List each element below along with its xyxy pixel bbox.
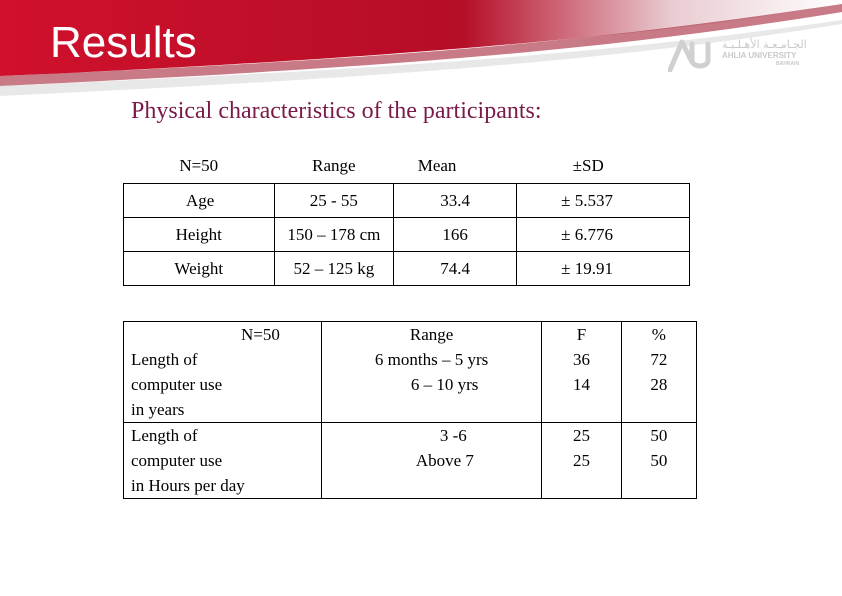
header-n: N=50 bbox=[179, 156, 219, 175]
logo-arabic-text: الجـامـعـة الأهـلـيـة bbox=[722, 38, 807, 51]
range-value: Above 7 bbox=[415, 451, 474, 470]
header-range: Range bbox=[312, 156, 356, 175]
row-label: Height bbox=[123, 217, 275, 252]
computer-use-label-cell: N=50 Length of computer use in years bbox=[123, 321, 322, 423]
frequency-cell: 25 25 bbox=[541, 422, 622, 499]
computer-use-label-cell: Length of computer use in Hours per day bbox=[123, 422, 322, 499]
table-row: N=50 Length of computer use in years Ran… bbox=[123, 321, 698, 423]
row-range: 150 – 178 cm bbox=[273, 217, 395, 252]
header-banner bbox=[0, 0, 842, 96]
table-row: Weight 52 – 125 kg 74.4 ± 19.91 bbox=[123, 251, 690, 286]
row-label-line: in Hours per day bbox=[131, 476, 245, 495]
f-value: 25 bbox=[573, 451, 590, 470]
header-mean: Mean bbox=[417, 156, 457, 175]
pct-value: 72 bbox=[650, 350, 668, 369]
header-n: N=50 bbox=[241, 325, 280, 344]
range-cell: Range 6 months – 5 yrs 6 – 10 yrs bbox=[320, 321, 543, 423]
range-value: 3 -6 bbox=[439, 426, 467, 445]
row-label-line: computer use bbox=[131, 451, 223, 470]
row-label-line: in years bbox=[131, 400, 185, 419]
row-label-line: computer use bbox=[131, 375, 223, 394]
row-sd: ± 5.537 bbox=[516, 183, 690, 218]
header-f: F bbox=[576, 325, 587, 344]
university-logo: الجـامـعـة الأهـلـيـة AHLIA UNIVERSITY B… bbox=[668, 38, 808, 74]
pct-value: 28 bbox=[650, 375, 668, 394]
logo-icon bbox=[668, 39, 711, 72]
table-row: Length of computer use in Hours per day … bbox=[123, 422, 698, 499]
header-percent: % bbox=[651, 325, 666, 344]
row-label: Weight bbox=[123, 251, 275, 286]
range-cell: 3 -6 Above 7 bbox=[320, 422, 543, 499]
physical-characteristics-table: N=50 Range Mean ±SD Age 25 - 55 33.4 ± 5… bbox=[123, 149, 690, 286]
range-value: 6 – 10 yrs bbox=[410, 375, 479, 394]
table-header-row: N=50 Range Mean ±SD bbox=[124, 149, 690, 184]
row-mean: 166 bbox=[393, 217, 518, 252]
row-mean: 74.4 bbox=[393, 251, 518, 286]
row-range: 52 – 125 kg bbox=[273, 251, 395, 286]
logo-english-text: AHLIA UNIVERSITY bbox=[722, 51, 797, 60]
page-title: Results bbox=[50, 18, 197, 67]
pct-value: 50 bbox=[650, 426, 668, 445]
frequency-cell: F 36 14 bbox=[541, 321, 622, 423]
header-range: Range bbox=[409, 325, 454, 344]
pct-value: 50 bbox=[650, 451, 668, 470]
computer-use-table: N=50 Length of computer use in years Ran… bbox=[123, 321, 698, 499]
range-value: 6 months – 5 yrs bbox=[374, 350, 489, 369]
row-sd: ± 6.776 bbox=[516, 217, 690, 252]
row-label: Age bbox=[123, 183, 275, 218]
row-range: 25 - 55 bbox=[273, 183, 395, 218]
percent-cell: 50 50 bbox=[620, 422, 698, 499]
table-row: Age 25 - 55 33.4 ± 5.537 bbox=[123, 183, 690, 218]
logo-location-text: BAHRAIN bbox=[776, 61, 800, 67]
section-subtitle: Physical characteristics of the particip… bbox=[131, 98, 542, 124]
percent-cell: % 72 28 bbox=[620, 321, 698, 423]
table-row: Height 150 – 178 cm 166 ± 6.776 bbox=[123, 217, 690, 252]
f-value: 14 bbox=[573, 375, 590, 394]
row-label-line: Length of bbox=[131, 350, 198, 369]
header-sd: ±SD bbox=[572, 156, 604, 175]
f-value: 25 bbox=[573, 426, 590, 445]
row-sd: ± 19.91 bbox=[516, 251, 690, 286]
f-value: 36 bbox=[573, 350, 590, 369]
row-label-line: Length of bbox=[131, 426, 198, 445]
row-mean: 33.4 bbox=[393, 183, 518, 218]
